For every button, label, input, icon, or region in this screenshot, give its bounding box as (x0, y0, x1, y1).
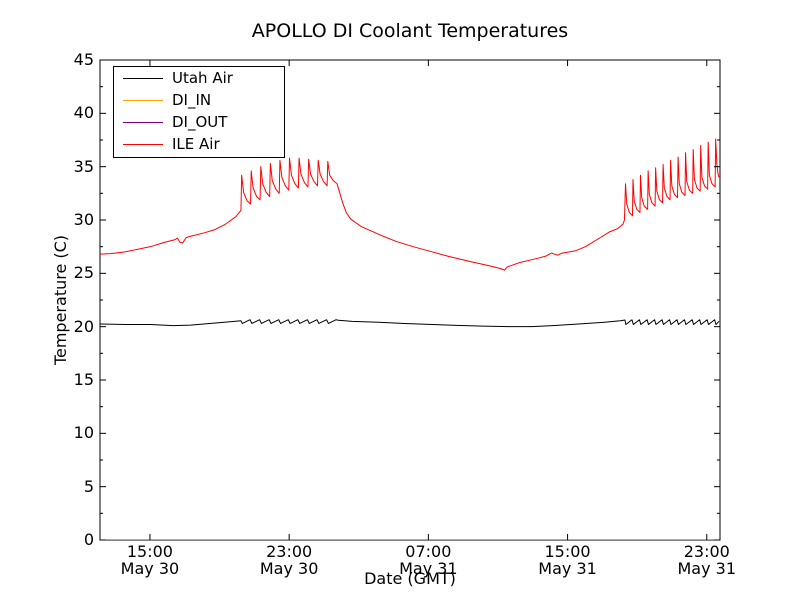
legend-item-ile-air: ILE Air (114, 133, 284, 155)
y-tick-label: 35 (73, 156, 94, 176)
y-tick-label: 10 (73, 423, 94, 443)
x-tick-label: 23:00 May 30 (244, 543, 334, 577)
y-axis-label: Temperature (C) (51, 234, 70, 366)
legend-item-di-in: DI_IN (114, 89, 284, 111)
x-tick-time: 23:00 (266, 542, 313, 561)
y-tick-label: 45 (73, 50, 94, 69)
x-tick-label: 23:00 May 31 (662, 543, 752, 577)
series-lines (100, 138, 720, 540)
x-tick-time: 07:00 (405, 542, 452, 561)
chart-title: APOLLO DI Coolant Temperatures (251, 20, 569, 42)
series-line-utah-air (100, 319, 720, 328)
x-axis-label: Date (GMT) (364, 569, 456, 588)
x-tick-date: May 31 (538, 559, 597, 578)
legend-label: DI_IN (172, 90, 212, 109)
y-tick-label: 40 (73, 103, 94, 123)
legend-line-swatch (123, 121, 163, 123)
x-tick-date: May 31 (399, 559, 458, 578)
legend-label: DI_OUT (172, 112, 228, 131)
y-tick-label: 20 (73, 316, 94, 336)
x-tick-date: May 30 (259, 559, 319, 578)
series-line-ile-air (100, 138, 720, 271)
legend-line-swatch (123, 77, 163, 79)
legend-line-swatch (123, 143, 163, 145)
x-tick-label: 15:00 May 30 (105, 543, 195, 577)
y-tick-label: 5 (83, 476, 94, 496)
x-tick-label: 07:00 May 31 (383, 543, 473, 577)
y-tick-label: 25 (73, 263, 94, 283)
legend: Utah Air DI_IN DI_OUT ILE Air (113, 66, 285, 158)
legend-item-utah-air: Utah Air (114, 67, 284, 89)
legend-item-di-out: DI_OUT (114, 111, 284, 133)
y-tick-label: 15 (73, 370, 94, 389)
legend-label: Utah Air (172, 68, 233, 87)
x-tick-date: May 30 (120, 559, 180, 578)
tick-marks (100, 59, 720, 541)
y-tick-label: 30 (73, 210, 94, 229)
x-tick-label: 15:00 May 31 (523, 543, 613, 577)
legend-line-swatch (123, 99, 163, 101)
y-tick-label: 0 (83, 530, 94, 549)
legend-label: ILE Air (172, 134, 220, 153)
x-tick-time: 15:00 (126, 542, 173, 561)
x-tick-date: May 31 (677, 559, 737, 578)
x-tick-time: 23:00 (683, 542, 730, 561)
x-tick-time: 15:00 (544, 542, 591, 561)
